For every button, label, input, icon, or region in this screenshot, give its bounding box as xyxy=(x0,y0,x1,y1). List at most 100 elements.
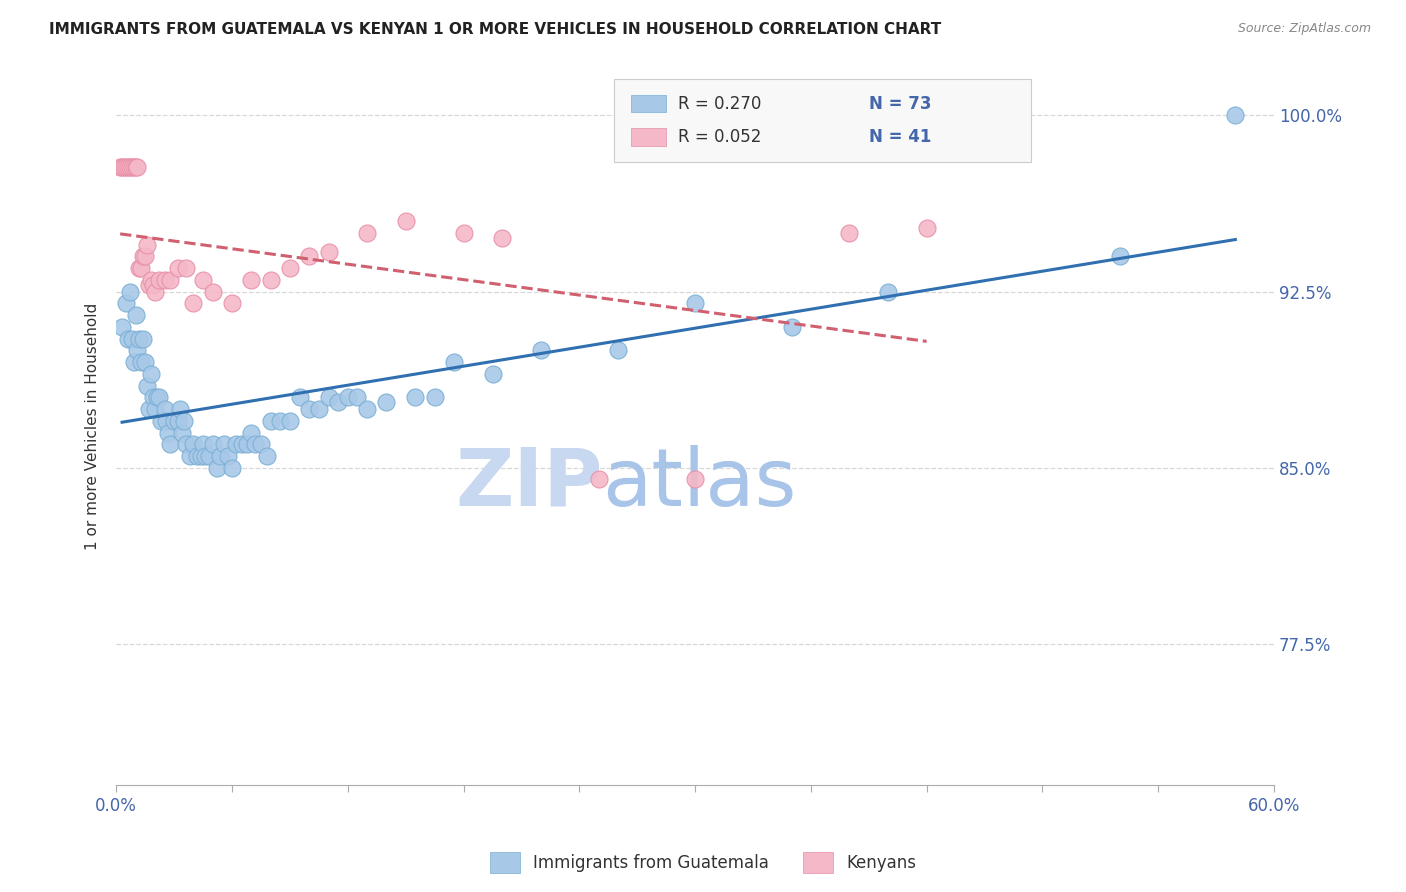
Point xyxy=(346,390,368,404)
Point xyxy=(153,402,176,417)
Point xyxy=(170,425,193,440)
Point xyxy=(153,273,176,287)
Point xyxy=(278,414,301,428)
Point xyxy=(298,249,321,263)
Text: R = 0.052: R = 0.052 xyxy=(678,128,761,146)
Point xyxy=(453,226,475,240)
Point xyxy=(780,319,803,334)
Point xyxy=(356,226,378,240)
Point xyxy=(356,402,378,417)
Point xyxy=(131,355,153,369)
Point xyxy=(838,226,860,240)
Point xyxy=(173,414,195,428)
Point xyxy=(115,160,138,174)
Point xyxy=(111,160,134,174)
Point xyxy=(588,473,610,487)
Point xyxy=(221,460,243,475)
Point xyxy=(404,390,426,404)
Point xyxy=(108,160,131,174)
Point xyxy=(183,296,205,310)
Point xyxy=(183,437,205,451)
Point xyxy=(318,390,340,404)
Point xyxy=(214,437,236,451)
Point xyxy=(877,285,900,299)
Point xyxy=(132,332,155,346)
Point xyxy=(179,449,201,463)
Point xyxy=(117,160,139,174)
Point xyxy=(124,160,146,174)
Text: Source: ZipAtlas.com: Source: ZipAtlas.com xyxy=(1237,22,1371,36)
Point xyxy=(201,437,224,451)
Point xyxy=(134,249,156,263)
Point xyxy=(139,367,162,381)
Point xyxy=(221,296,243,310)
Point xyxy=(128,261,150,276)
FancyBboxPatch shape xyxy=(631,128,666,145)
Point xyxy=(250,437,273,451)
Point xyxy=(201,285,224,299)
Point xyxy=(240,425,263,440)
Point xyxy=(134,355,156,369)
Point xyxy=(111,319,134,334)
Text: N = 41: N = 41 xyxy=(869,128,931,146)
Point xyxy=(143,285,166,299)
Point xyxy=(259,414,281,428)
Point xyxy=(159,437,181,451)
Point xyxy=(138,277,160,292)
Text: R = 0.270: R = 0.270 xyxy=(678,95,761,113)
Point xyxy=(288,390,311,404)
Point xyxy=(169,402,191,417)
Point xyxy=(127,343,149,358)
Point xyxy=(157,425,180,440)
Point xyxy=(174,261,197,276)
Point xyxy=(205,460,228,475)
Point xyxy=(118,160,141,174)
Point xyxy=(163,414,186,428)
Point xyxy=(269,414,291,428)
Point xyxy=(245,437,267,451)
Point xyxy=(143,402,166,417)
Point xyxy=(146,390,169,404)
Legend: Immigrants from Guatemala, Kenyans: Immigrants from Guatemala, Kenyans xyxy=(484,846,922,880)
Point xyxy=(167,414,190,428)
Point xyxy=(131,261,153,276)
Point xyxy=(683,473,706,487)
Point xyxy=(121,332,143,346)
Point xyxy=(1108,249,1130,263)
Point xyxy=(915,221,938,235)
FancyBboxPatch shape xyxy=(631,95,666,112)
Point xyxy=(148,273,170,287)
Point xyxy=(530,343,553,358)
Point xyxy=(423,390,446,404)
Point xyxy=(259,273,281,287)
Point xyxy=(149,414,172,428)
Point xyxy=(139,273,162,287)
Point xyxy=(132,249,155,263)
Point xyxy=(194,449,217,463)
Point xyxy=(225,437,247,451)
Point xyxy=(159,273,181,287)
Point xyxy=(256,449,278,463)
Point xyxy=(328,395,350,409)
Point xyxy=(124,308,146,322)
Point xyxy=(190,449,212,463)
Point xyxy=(231,437,253,451)
Point xyxy=(395,214,418,228)
Text: atlas: atlas xyxy=(603,445,797,523)
Point xyxy=(683,296,706,310)
Point xyxy=(142,277,165,292)
Text: N = 73: N = 73 xyxy=(869,95,931,113)
Point xyxy=(191,273,214,287)
Point xyxy=(118,285,141,299)
Point xyxy=(217,449,239,463)
Point xyxy=(375,395,398,409)
Y-axis label: 1 or more Vehicles in Household: 1 or more Vehicles in Household xyxy=(86,303,100,550)
Point xyxy=(336,390,359,404)
Point xyxy=(318,244,340,259)
Point xyxy=(443,355,465,369)
Point xyxy=(606,343,628,358)
FancyBboxPatch shape xyxy=(614,79,1031,161)
Text: IMMIGRANTS FROM GUATEMALA VS KENYAN 1 OR MORE VEHICLES IN HOUSEHOLD CORRELATION : IMMIGRANTS FROM GUATEMALA VS KENYAN 1 OR… xyxy=(49,22,942,37)
Point xyxy=(136,378,159,392)
Point xyxy=(174,437,197,451)
